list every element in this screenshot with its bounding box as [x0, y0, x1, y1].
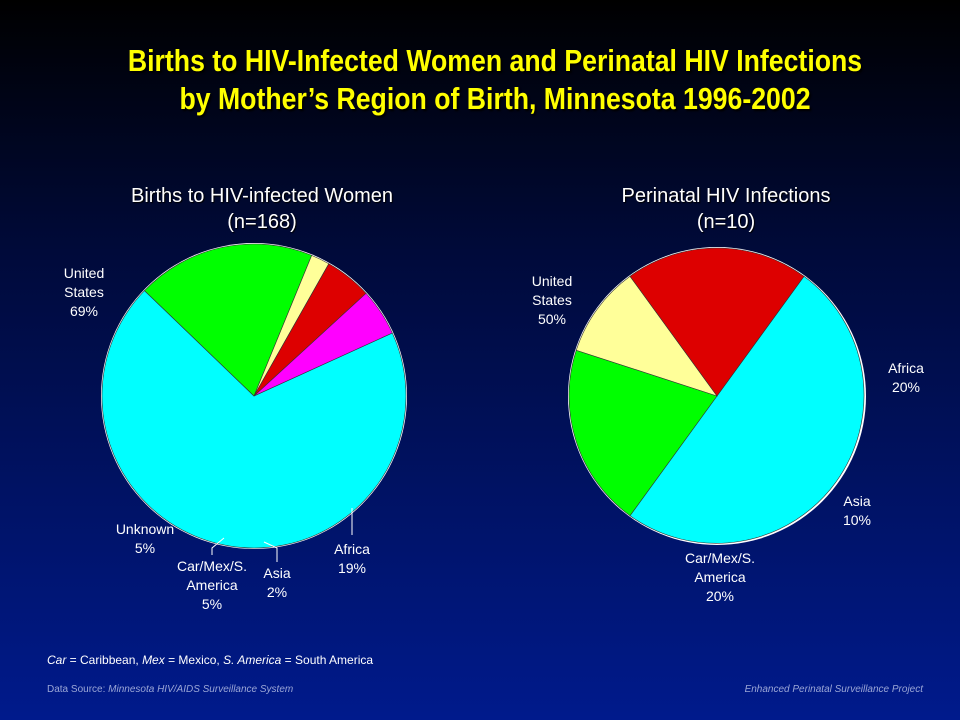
right-pie-slice-car-mex-s-america	[629, 247, 805, 397]
right-chart-title: Perinatal HIV Infections	[621, 185, 831, 207]
project-credit-text: Enhanced Perinatal Surveillance Project	[744, 684, 923, 695]
left-chart-subtitle: (n=168)	[227, 211, 297, 233]
right-pie-label-africa: Africa 20%	[888, 360, 924, 395]
left-leader-line-asia	[263, 541, 278, 562]
slide-title-line-2: by Mother’s Region of Birth, Minnesota 1…	[179, 81, 811, 116]
left-pie-label-africa: Africa 19%	[334, 541, 370, 576]
right-pie-slice-asia	[575, 275, 718, 397]
footnote-car-abbr: Car	[47, 653, 67, 667]
data-source-name: Minnesota HIV/AIDS Surveillance System	[108, 684, 294, 695]
right-pie-label-united-states: United States 50%	[532, 273, 572, 327]
right-pie-slice-africa	[568, 349, 718, 517]
footnote-car-text: = Caribbean,	[66, 653, 143, 667]
right-chart-heading: Perinatal HIV Infections (n=10)	[536, 183, 916, 235]
right-pie-slice-united-states	[629, 275, 865, 544]
footnote-mex-abbr: Mex	[142, 653, 165, 667]
footnote-sam-abbr: S. America	[223, 653, 282, 667]
abbreviation-footnote: Car = Caribbean, Mex = Mexico, S. Americ…	[47, 653, 373, 667]
left-pie-slice-africa	[144, 243, 313, 397]
left-chart-title: Births to HIV-infected Women	[131, 185, 393, 207]
slide-title: Births to HIV-Infected Women and Perinat…	[82, 42, 908, 118]
footnote-mex-text: = Mexico,	[164, 653, 224, 667]
left-pie-label-united-states: United States 69%	[64, 265, 104, 319]
data-source-prefix: Data Source:	[47, 684, 109, 695]
footnote-sam-text: = South America	[281, 653, 374, 667]
left-pie-label-asia: Asia 2%	[263, 565, 290, 600]
right-pie-label-car-mex-s-america: Car/Mex/S. America 20%	[685, 550, 755, 604]
right-chart-subtitle: (n=10)	[696, 211, 756, 233]
left-pie-slice-united-states	[101, 290, 407, 549]
left-pie-slice-unknown	[253, 292, 393, 397]
left-chart-heading: Births to HIV-infected Women (n=168)	[72, 183, 452, 235]
project-credit: Enhanced Perinatal Surveillance Project	[745, 684, 923, 695]
left-pie-label-unknown: Unknown 5%	[116, 521, 174, 556]
slide-title-line-1: Births to HIV-Infected Women and Perinat…	[127, 43, 863, 78]
left-leader-line-car-mex-s-america	[211, 537, 225, 555]
data-source: Data Source: Minnesota HIV/AIDS Surveill…	[47, 684, 293, 695]
right-pie-label-asia: Asia 10%	[843, 493, 871, 528]
left-pie-label-car-mex-s-america: Car/Mex/S. America 5%	[177, 558, 247, 612]
